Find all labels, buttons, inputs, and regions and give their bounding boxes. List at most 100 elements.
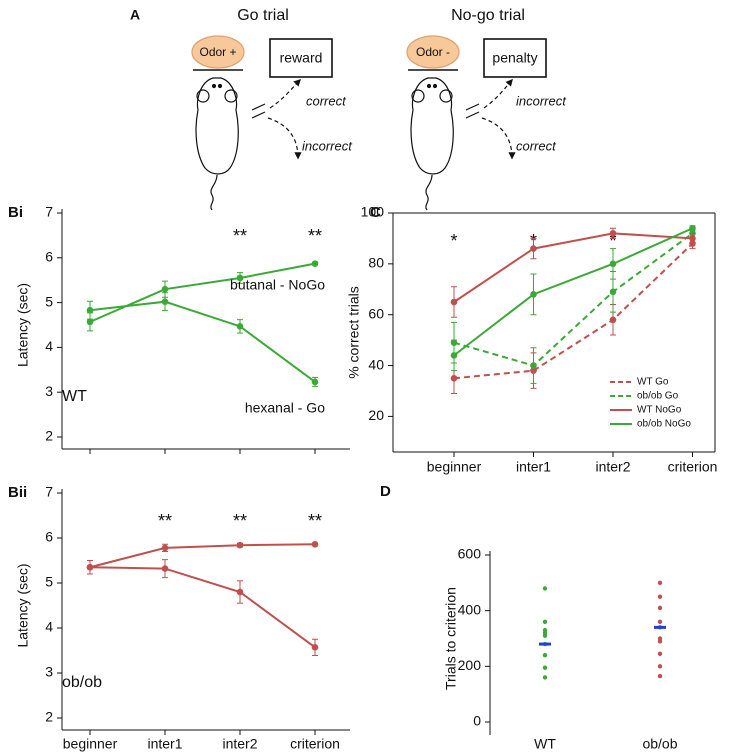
point (161, 298, 169, 306)
point (311, 378, 319, 386)
series-line (89, 300, 316, 383)
point (609, 230, 617, 237)
point (311, 541, 319, 548)
y-tick-label: 80 (368, 255, 384, 271)
series-label: hexanal - Go (245, 400, 325, 416)
y-tick-label: 2 (45, 709, 53, 725)
series-line (89, 566, 316, 649)
point (236, 274, 244, 282)
x-tick-label: inter1 (147, 736, 182, 752)
panel-label: Bii (8, 484, 27, 501)
point (450, 298, 458, 306)
mouse-go (191, 35, 333, 211)
legend-label: ob/ob Go (637, 391, 679, 402)
outcome-arrow-label: incorrect (516, 93, 567, 108)
x-tick-label: ob/ob (642, 736, 677, 752)
outcome-box: penalty (492, 50, 537, 66)
point (657, 594, 663, 599)
significance: ** (308, 511, 322, 531)
y-tick-label: 40 (368, 356, 384, 372)
x-tick-label: beginner (427, 459, 482, 475)
panel-label: A (130, 7, 140, 23)
point (542, 675, 548, 680)
group-label: WT (62, 388, 87, 405)
diagram-title: Go trial (237, 7, 289, 24)
point (609, 316, 617, 324)
legend-label: WT Go (637, 377, 669, 388)
panel-label: C (370, 204, 381, 221)
group-label: ob/ob (62, 674, 102, 691)
outcome-arrow-label: incorrect (302, 138, 353, 153)
x-tick-label: WT (534, 736, 556, 752)
panel-label: Bi (8, 204, 23, 221)
point (161, 544, 169, 552)
point (236, 588, 244, 596)
y-tick-label: 20 (368, 407, 384, 423)
x-tick-label: beginner (63, 736, 118, 752)
series-line (453, 232, 694, 367)
point (542, 633, 548, 638)
point (542, 586, 548, 591)
significance: ** (308, 226, 322, 246)
point (657, 619, 663, 624)
y-tick-label: 3 (45, 664, 53, 680)
significance: ** (233, 226, 247, 246)
y-tick-label: 5 (45, 574, 53, 590)
series-line (453, 227, 693, 357)
y-tick-label: 200 (458, 657, 482, 673)
y-tick-label: 0 (473, 713, 481, 729)
x-tick-label: inter1 (516, 459, 551, 475)
point (530, 291, 537, 298)
y-tick-label: 7 (45, 204, 53, 220)
y-axis-label: Trials to criterion (443, 587, 459, 690)
point (161, 565, 169, 572)
point (530, 362, 537, 369)
y-tick-label: 100 (361, 204, 385, 220)
point (657, 664, 663, 669)
point (542, 665, 548, 670)
point (311, 260, 319, 267)
y-tick-label: 2 (45, 428, 53, 444)
series-line (89, 543, 316, 569)
y-tick-label: 5 (45, 293, 53, 309)
point (311, 644, 319, 651)
point (689, 224, 696, 232)
point (657, 605, 663, 611)
point (236, 323, 244, 330)
y-tick-label: 3 (45, 383, 53, 399)
series-label: butanal - NoGo (230, 276, 325, 292)
legend-label: WT NoGo (637, 405, 682, 416)
point (530, 245, 537, 252)
outcome-arrow-label: correct (306, 93, 347, 108)
x-tick-label: inter2 (222, 736, 257, 752)
point (161, 285, 169, 293)
point (542, 653, 548, 658)
point (657, 639, 663, 644)
mouse-nogo (406, 35, 547, 211)
y-axis-label: Latency (sec) (15, 283, 31, 367)
x-tick-label: criterion (668, 459, 718, 475)
odor-label: Odor + (199, 45, 236, 59)
point (689, 235, 696, 242)
point (657, 673, 663, 679)
point (236, 541, 244, 549)
x-tick-label: inter2 (595, 459, 630, 475)
odor-label: Odor - (416, 45, 450, 59)
series-line (453, 232, 693, 303)
y-tick-label: 4 (45, 338, 53, 354)
significance: ** (233, 511, 247, 531)
y-tick-label: 400 (458, 601, 482, 617)
y-tick-label: 6 (45, 529, 53, 545)
significance: * (609, 231, 616, 251)
point (609, 288, 617, 296)
y-axis-label: Latency (sec) (15, 563, 31, 647)
point (542, 619, 548, 624)
point (450, 352, 458, 359)
y-axis-label: % correct trials (346, 286, 362, 379)
y-tick-label: 60 (368, 305, 384, 321)
x-tick-label: criterion (290, 736, 340, 752)
point (86, 563, 94, 571)
point (86, 318, 94, 326)
